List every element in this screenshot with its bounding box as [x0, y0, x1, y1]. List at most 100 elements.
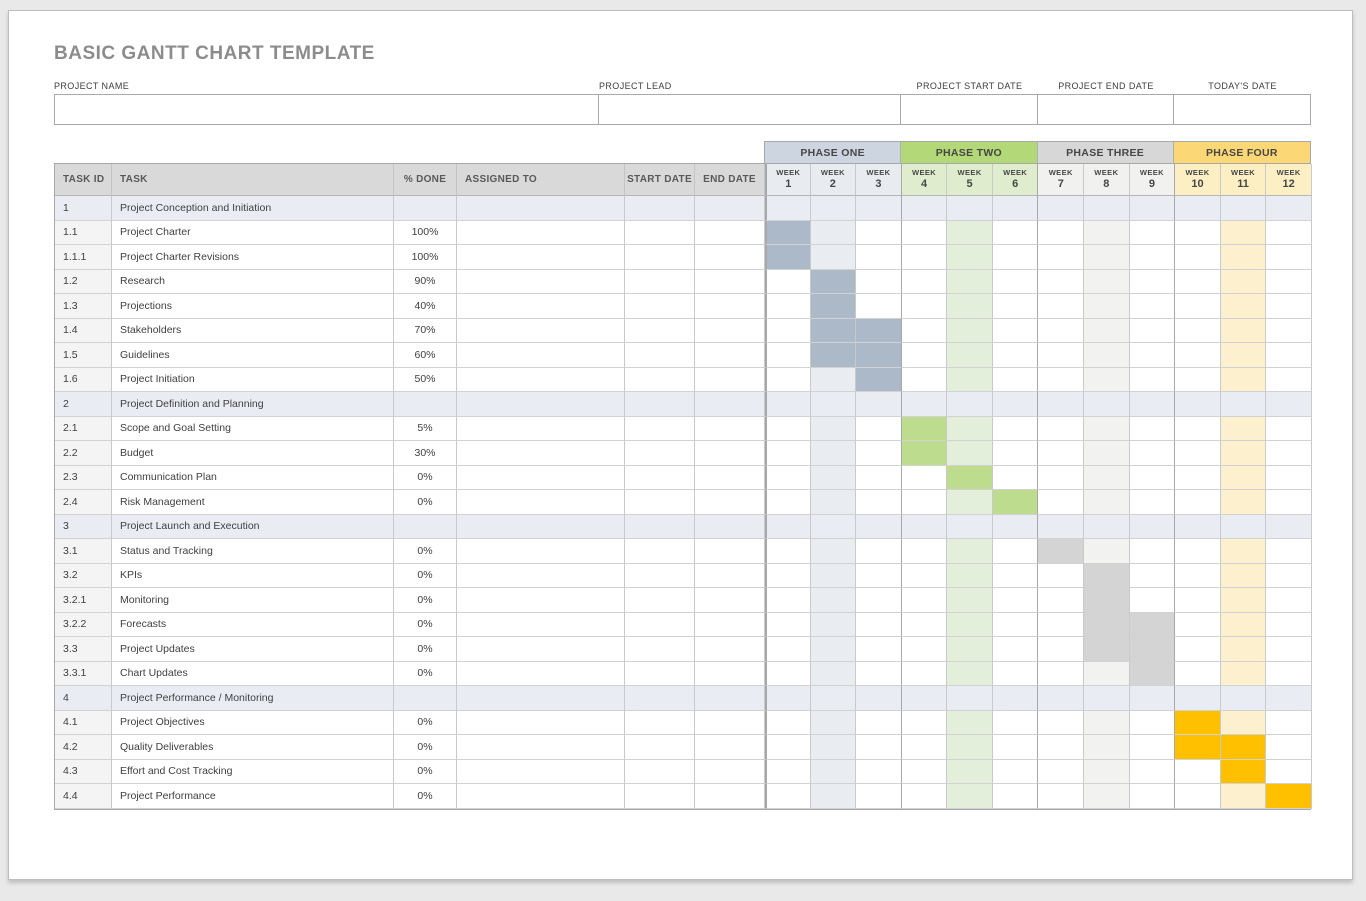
week-cell[interactable]	[1037, 784, 1085, 809]
start-date-cell[interactable]	[625, 612, 695, 637]
gantt-bar-cell[interactable]	[1084, 637, 1130, 662]
week-cell[interactable]	[810, 392, 857, 417]
week-cell[interactable]	[1129, 686, 1176, 711]
week-cell[interactable]	[1220, 318, 1267, 343]
task-id-cell[interactable]: 3.1	[55, 539, 112, 564]
week-cell[interactable]	[1266, 539, 1312, 564]
week-cell[interactable]	[1266, 465, 1312, 490]
week-cell[interactable]	[1266, 759, 1312, 784]
start-date-cell[interactable]	[625, 661, 695, 686]
end-date-cell[interactable]	[695, 269, 765, 294]
week-cell[interactable]	[1220, 588, 1267, 613]
week-cell[interactable]	[1129, 416, 1176, 441]
week-cell[interactable]	[1084, 441, 1130, 466]
week-cell[interactable]	[1266, 318, 1312, 343]
gantt-bar-cell[interactable]	[765, 220, 811, 245]
week-cell[interactable]	[1129, 784, 1176, 809]
week-cell[interactable]	[1084, 539, 1130, 564]
week-cell[interactable]	[992, 759, 1039, 784]
week-cell[interactable]	[900, 661, 948, 686]
week-cell[interactable]	[810, 759, 857, 784]
done-cell[interactable]: 0%	[394, 784, 457, 809]
week-cell[interactable]	[1266, 637, 1312, 662]
task-cell[interactable]: Risk Management	[112, 490, 394, 515]
week-cell[interactable]	[1266, 196, 1312, 221]
week-cell[interactable]	[947, 514, 993, 539]
week-cell[interactable]	[1220, 269, 1267, 294]
end-date-cell[interactable]	[695, 686, 765, 711]
week-cell[interactable]	[856, 637, 902, 662]
week-cell[interactable]	[992, 588, 1039, 613]
week-cell[interactable]	[810, 539, 857, 564]
start-date-cell[interactable]	[625, 539, 695, 564]
week-cell[interactable]	[856, 735, 902, 760]
week-cell[interactable]	[765, 465, 811, 490]
week-cell[interactable]	[856, 196, 902, 221]
week-cell[interactable]	[1084, 196, 1130, 221]
end-date-cell[interactable]	[695, 343, 765, 368]
week-cell[interactable]	[765, 612, 811, 637]
task-id-cell[interactable]: 3.2.2	[55, 612, 112, 637]
week-cell[interactable]	[765, 343, 811, 368]
week-cell[interactable]	[1220, 539, 1267, 564]
task-cell[interactable]: Project Performance / Monitoring	[112, 686, 394, 711]
gantt-bar-cell[interactable]	[765, 245, 811, 270]
start-date-cell[interactable]	[625, 318, 695, 343]
gantt-bar-cell[interactable]	[1084, 612, 1130, 637]
assigned-cell[interactable]	[457, 710, 625, 735]
week-cell[interactable]	[1174, 392, 1221, 417]
week-cell[interactable]	[1266, 588, 1312, 613]
week-cell[interactable]	[947, 759, 993, 784]
week-cell[interactable]	[1220, 343, 1267, 368]
project-start-date-input[interactable]	[900, 94, 1038, 125]
week-cell[interactable]	[992, 686, 1039, 711]
week-cell[interactable]	[1174, 196, 1221, 221]
week-cell[interactable]	[1174, 367, 1221, 392]
done-cell[interactable]: 60%	[394, 343, 457, 368]
task-id-cell[interactable]: 3.2	[55, 563, 112, 588]
assigned-cell[interactable]	[457, 514, 625, 539]
week-cell[interactable]	[947, 563, 993, 588]
week-cell[interactable]	[992, 220, 1039, 245]
week-cell[interactable]	[900, 735, 948, 760]
week-cell[interactable]	[1037, 588, 1085, 613]
end-date-cell[interactable]	[695, 392, 765, 417]
done-cell[interactable]: 50%	[394, 367, 457, 392]
project-end-date-input[interactable]	[1037, 94, 1174, 125]
done-cell[interactable]: 0%	[394, 735, 457, 760]
gantt-bar-cell[interactable]	[810, 318, 857, 343]
week-cell[interactable]	[1037, 637, 1085, 662]
assigned-cell[interactable]	[457, 539, 625, 564]
week-cell[interactable]	[900, 563, 948, 588]
end-date-cell[interactable]	[695, 196, 765, 221]
week-cell[interactable]	[1174, 465, 1221, 490]
week-cell[interactable]	[765, 416, 811, 441]
week-cell[interactable]	[856, 612, 902, 637]
week-cell[interactable]	[992, 514, 1039, 539]
week-cell[interactable]	[900, 759, 948, 784]
task-cell[interactable]: Projections	[112, 294, 394, 319]
task-cell[interactable]: Project Performance	[112, 784, 394, 809]
assigned-cell[interactable]	[457, 637, 625, 662]
week-cell[interactable]	[810, 735, 857, 760]
done-cell[interactable]: 0%	[394, 637, 457, 662]
week-cell[interactable]	[992, 416, 1039, 441]
week-cell[interactable]	[1174, 416, 1221, 441]
project-lead-input[interactable]	[598, 94, 901, 125]
week-cell[interactable]	[1037, 245, 1085, 270]
end-date-cell[interactable]	[695, 784, 765, 809]
week-cell[interactable]	[856, 490, 902, 515]
task-cell[interactable]: Budget	[112, 441, 394, 466]
end-date-cell[interactable]	[695, 220, 765, 245]
week-cell[interactable]	[810, 367, 857, 392]
task-id-cell[interactable]: 3.3	[55, 637, 112, 662]
week-cell[interactable]	[947, 367, 993, 392]
end-date-cell[interactable]	[695, 735, 765, 760]
start-date-cell[interactable]	[625, 245, 695, 270]
end-date-cell[interactable]	[695, 294, 765, 319]
week-cell[interactable]	[765, 563, 811, 588]
week-cell[interactable]	[900, 686, 948, 711]
week-cell[interactable]	[856, 392, 902, 417]
done-cell[interactable]	[394, 196, 457, 221]
week-cell[interactable]	[1174, 441, 1221, 466]
